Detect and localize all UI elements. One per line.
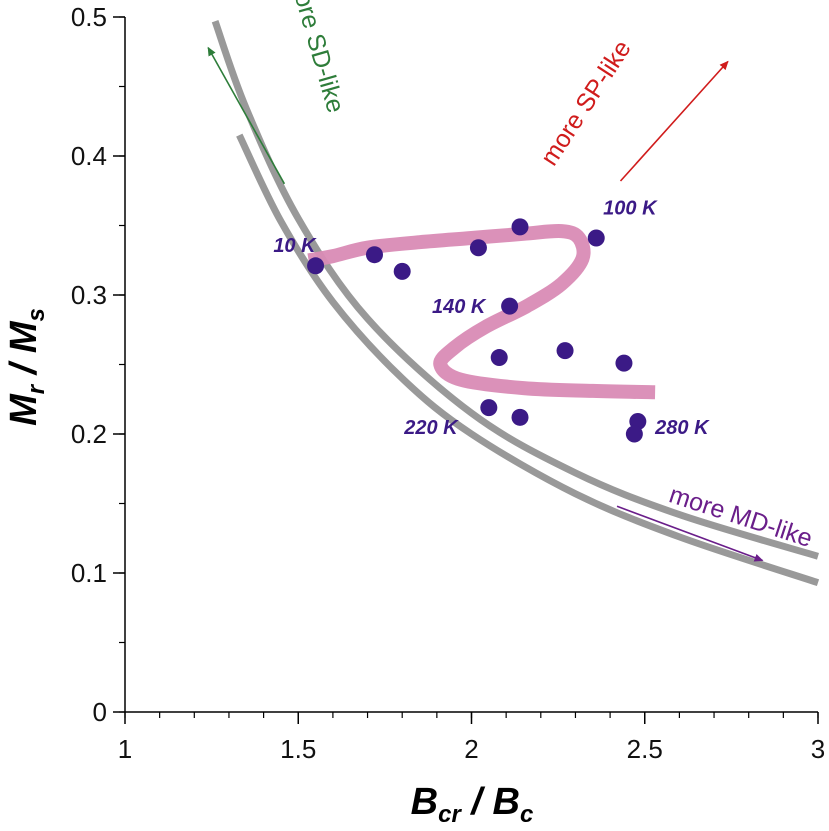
x-tick-label: 2 [464, 734, 478, 764]
data-point [490, 349, 508, 367]
y-axis-label-main2: M [3, 320, 45, 353]
data-point [511, 218, 529, 236]
temperature-label: 140 K [432, 296, 487, 318]
trend-curve-layer [307, 223, 656, 400]
y-tick-label: 0 [93, 697, 107, 727]
y-tick-label: 0.5 [71, 2, 107, 32]
temperature-label: 280 K [654, 417, 710, 439]
x-axis-label-main2: B [493, 781, 520, 823]
x-tick-label: 1.5 [280, 734, 316, 764]
data-point [615, 354, 633, 372]
y-axis-label-sub2: s [23, 308, 50, 321]
x-tick-label: 3 [811, 734, 825, 764]
temperature-label: 100 K [603, 197, 658, 219]
y-tick-label: 0.3 [71, 280, 107, 310]
y-axis-label-sub: r [23, 383, 50, 394]
x-axis-label-main: B [411, 781, 438, 823]
data-point [587, 229, 605, 247]
y-tick-label: 0.2 [71, 419, 107, 449]
y-axis-label: Mr / Ms [3, 308, 50, 426]
y-axis-label-main: M [3, 393, 45, 426]
data-point [480, 399, 498, 417]
x-tick-label: 2.5 [627, 734, 663, 764]
x-tick-label: 1 [118, 734, 132, 764]
temperature-label: 10 K [273, 235, 317, 257]
data-point [469, 239, 487, 257]
data-point [625, 425, 643, 443]
annotation-arrow [616, 505, 764, 562]
x-axis-label-sub2: c [520, 801, 533, 828]
annotation-text: more SD-like [283, 0, 350, 116]
y-axis-label-sep: / [3, 353, 45, 385]
x-axis-label-sub: cr [438, 801, 462, 828]
reference-curve-2 [236, 133, 820, 587]
data-point [307, 257, 325, 275]
y-tick-label: 0.4 [71, 141, 107, 171]
trend-curve [307, 223, 656, 400]
temperature-label: 220 K [403, 417, 459, 439]
data-point [365, 246, 383, 264]
annotation-text: more SP-like [535, 35, 636, 170]
x-axis-label: Bcr / Bc [411, 781, 534, 828]
annotation-arrow [207, 46, 286, 185]
x-axis-label-sep: / [461, 781, 493, 823]
data-points [307, 218, 647, 443]
axes: 1 1.5 2 2.5 3 0 0.1 0.2 0.3 0.4 0.5 [71, 2, 825, 764]
reference-curve-1 [211, 20, 820, 560]
data-point [511, 408, 529, 426]
y-tick-label: 0.1 [71, 558, 107, 588]
annotation-arrow [619, 60, 729, 182]
data-point [393, 262, 411, 280]
data-point [556, 342, 574, 360]
data-point [501, 297, 519, 315]
temperature-labels: 10 K 100 K 140 K 220 K 280 K [273, 197, 710, 439]
